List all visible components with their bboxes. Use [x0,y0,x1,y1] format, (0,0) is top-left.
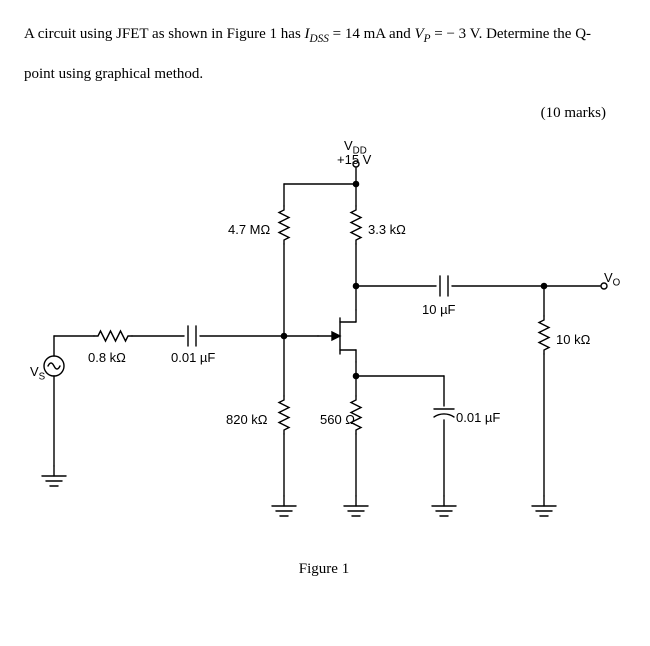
vo-label: VO [604,264,620,294]
r-560: 560 Ω [320,406,355,435]
idss-sub: DSS [310,33,329,45]
c-10u: 10 µF [422,296,456,325]
problem-text: A circuit using JFET as shown in Figure … [24,18,626,52]
figure-1: VDD +15 V 4.7 MΩ 3.3 kΩ 0.8 kΩ 0.01 µF V… [24,136,624,586]
problem-line2: point using graphical method. [24,58,626,91]
vdd-value: +15 V [337,146,371,175]
vp-eq: = − 3 V. Determine the Q- [431,26,592,42]
c-0-01u-right: 0.01 µF [456,404,500,433]
vp-v: V [414,26,423,42]
line1-prefix: A circuit using JFET as shown in Figure … [24,26,305,42]
vs-label: VS [30,358,45,388]
vp-sub: P [424,33,431,45]
r-820k: 820 kΩ [226,406,268,435]
r-0-8k: 0.8 kΩ [88,344,126,373]
marks: (10 marks) [24,97,626,130]
r-3-3k: 3.3 kΩ [368,216,406,245]
r-10k: 10 kΩ [556,326,590,355]
figure-caption: Figure 1 [24,553,624,586]
r-4-7m: 4.7 MΩ [228,216,270,245]
c-0-01u-left: 0.01 µF [171,344,215,373]
idss-eq: = 14 mA and [329,26,415,42]
